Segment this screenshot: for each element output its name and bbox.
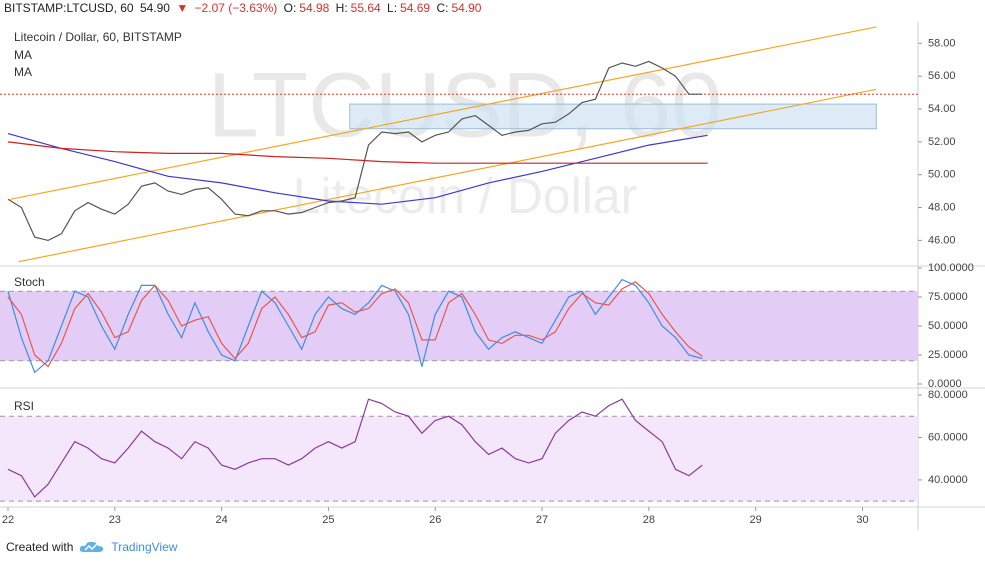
logo (80, 541, 104, 552)
x-tick-label: 22 (2, 514, 14, 526)
y-tick-label: 54.00 (928, 103, 956, 115)
y-tick-label: 52.00 (928, 136, 956, 148)
chart: LTCUSD, 60Litecoin / Dollar46.0048.0050.… (0, 22, 985, 530)
x-tick-label: 24 (215, 514, 227, 526)
band (0, 291, 918, 361)
panel-title: RSI (14, 399, 34, 413)
ohlc-key: H: (335, 1, 348, 15)
ohlc-key: O: (283, 1, 297, 15)
header: BITSTAMP:LTCUSD, 60 54.90 ▼ −2.07 (−3.63… (4, 1, 484, 15)
created-with: Created with (6, 540, 74, 554)
y-tick-label: 25.0000 (928, 349, 968, 361)
x-tick-label: 27 (536, 514, 548, 526)
y-tick-label: 50.0000 (928, 320, 968, 332)
series-line (7, 278, 703, 374)
ohlc-value: 55.64 (350, 1, 381, 15)
y-tick-label: 56.00 (928, 70, 956, 82)
change: −2.07 (−3.63%) (194, 1, 278, 15)
x-tick-label: 28 (643, 514, 655, 526)
channel-line (10, 26, 877, 200)
symbol: BITSTAMP:LTCUSD, 60 (4, 1, 134, 15)
x-tick-label: 23 (109, 514, 121, 526)
ma-line (7, 133, 708, 205)
ma-line (7, 141, 708, 164)
band (0, 416, 918, 502)
zone (349, 103, 877, 130)
brand[interactable]: TradingView (111, 540, 178, 554)
series-line (7, 281, 703, 368)
ohlc-value: 54.69 (400, 1, 431, 15)
y-tick-label: 100.0000 (928, 262, 974, 274)
y-tick-label: 75.0000 (928, 291, 968, 303)
x-tick-label: 30 (856, 514, 868, 526)
y-tick-label: 80.0000 (928, 389, 968, 401)
y-tick-label: 48.00 (928, 201, 956, 213)
y-tick-label: 0.0000 (928, 378, 962, 390)
y-tick-label: 40.0000 (928, 474, 968, 486)
channel-line (18, 88, 877, 263)
footer: Created with TradingView (6, 540, 177, 554)
y-tick-label: 60.0000 (928, 431, 968, 443)
last-price: 54.90 (139, 1, 170, 15)
watermark: Litecoin / Dollar (293, 168, 638, 224)
y-tick-label: 50.00 (928, 169, 956, 181)
series-line (7, 60, 703, 242)
legend-label: MA (14, 65, 32, 79)
ohlc-value: 54.90 (451, 1, 482, 15)
series-line (7, 398, 703, 498)
y-tick-label: 46.00 (928, 234, 956, 246)
panel-title: Litecoin / Dollar, 60, BITSTAMP (14, 30, 182, 44)
ohlc-value: 54.98 (299, 1, 330, 15)
x-tick-label: 29 (750, 514, 762, 526)
panel-title: Stoch (14, 275, 45, 289)
legend-label: MA (14, 48, 32, 62)
ohlc-key: C: (436, 1, 449, 15)
x-tick-label: 26 (429, 514, 441, 526)
x-tick-label: 25 (322, 514, 334, 526)
y-tick-label: 58.00 (928, 37, 956, 49)
change-arrow: ▼ (176, 1, 189, 15)
ohlc-key: L: (387, 1, 398, 15)
